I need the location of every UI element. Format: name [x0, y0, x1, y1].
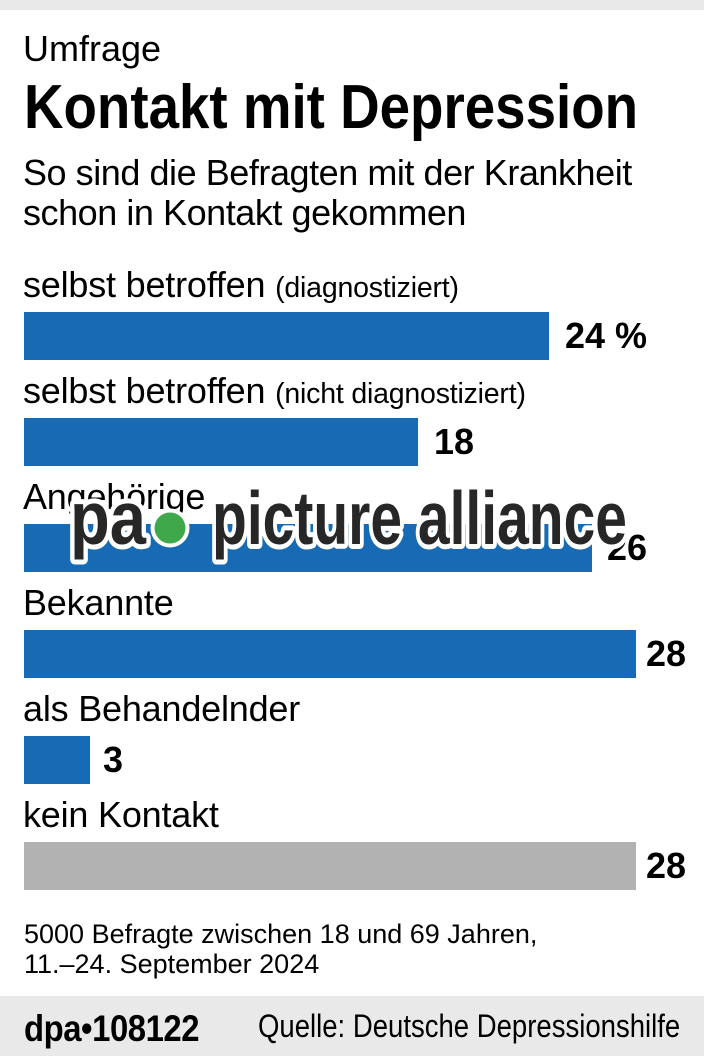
svg-text:picture alliance: picture alliance	[212, 476, 627, 560]
svg-text:pa: pa	[70, 476, 147, 560]
